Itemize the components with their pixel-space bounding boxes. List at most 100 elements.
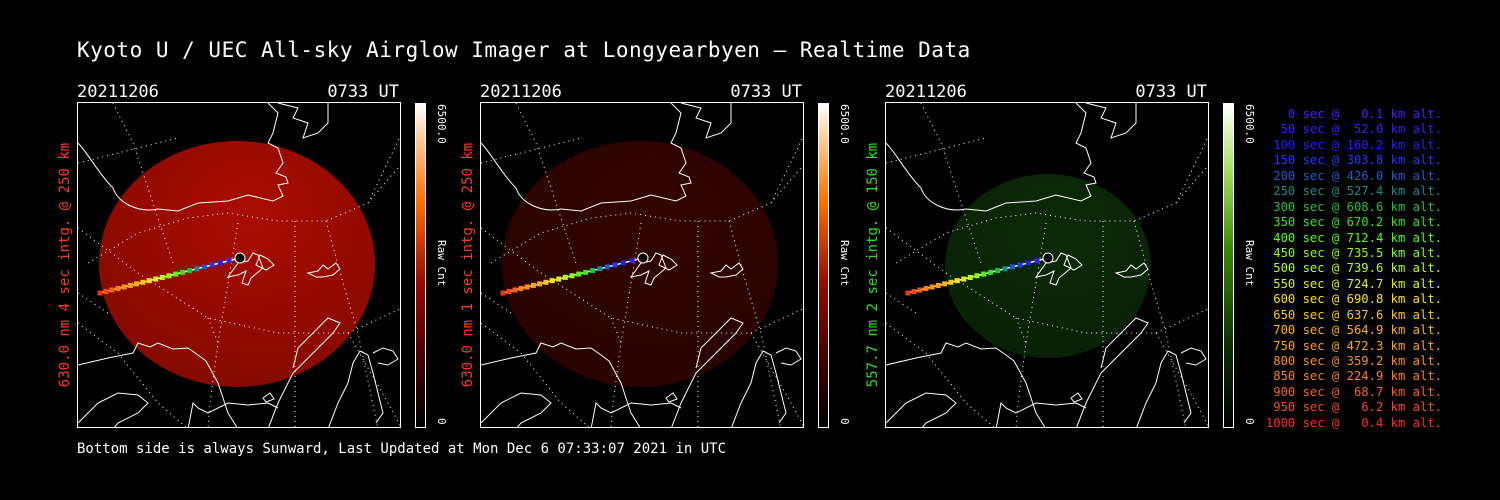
legend-entry: 250 sec @ 527.4 km alt. <box>1273 184 1442 199</box>
legend-entry: 950 sec @ 6.2 km alt. <box>1273 400 1442 415</box>
trajectory-point <box>1017 262 1023 268</box>
trajectory-point <box>121 284 127 290</box>
allsky-image-plot <box>480 102 804 428</box>
latlon-grid-line <box>78 137 179 164</box>
trajectory-point <box>612 262 618 268</box>
legend-entry: 600 sec @ 690.8 km alt. <box>1273 292 1442 307</box>
allsky-map <box>78 103 400 427</box>
coastline <box>1085 103 1137 139</box>
trajectory-point <box>109 287 115 293</box>
coastline <box>306 262 341 278</box>
trajectory-point <box>974 273 980 279</box>
trajectory-point <box>569 273 575 279</box>
latlon-grid-line <box>886 292 917 314</box>
latlon-grid-line <box>1175 135 1208 204</box>
colorbar <box>818 103 829 428</box>
trajectory-point <box>995 268 1001 274</box>
coastline <box>78 392 149 427</box>
coastline <box>886 103 1097 212</box>
trajectory-point <box>201 264 207 270</box>
colorbar <box>415 103 426 428</box>
coastline <box>1114 262 1149 278</box>
coastline <box>995 401 1087 427</box>
legend-entry: 150 sec @ 303.8 km alt. <box>1273 153 1442 168</box>
trajectory-point <box>981 271 987 277</box>
legend-entry: 500 sec @ 739.6 km alt. <box>1273 261 1442 276</box>
latlon-grid-line <box>481 292 512 314</box>
colorbar-min-label: 0 <box>1243 418 1256 425</box>
trajectory-point <box>967 274 973 280</box>
coastline <box>590 401 682 427</box>
trajectory-point <box>923 285 929 291</box>
trajectory-point <box>500 290 506 296</box>
trajectory-point <box>115 285 121 291</box>
coastline <box>886 342 1046 427</box>
trajectory-point <box>583 269 589 275</box>
coastline <box>262 392 275 403</box>
colorbar <box>1223 103 1234 428</box>
trajectory-point <box>942 281 948 287</box>
last-updated-footer: Bottom side is always Sunward, Last Upda… <box>77 441 727 457</box>
coastline <box>481 342 641 427</box>
latlon-grid-line <box>347 332 400 427</box>
trajectory-point <box>620 260 626 266</box>
legend-entry: 650 sec @ 637.6 km alt. <box>1273 307 1442 322</box>
trajectory-point <box>576 271 582 277</box>
trajectory-point <box>935 282 941 288</box>
latlon-grid-line <box>78 292 109 314</box>
panel-side-label: 557.7 nm 2 sec intg. @ 150 km <box>865 142 881 388</box>
allsky-map <box>886 103 1208 427</box>
coastline <box>775 347 802 366</box>
latlon-grid-line <box>1133 220 1187 427</box>
latlon-grid-line <box>895 164 1208 264</box>
latlon-grid-line <box>367 135 400 204</box>
trajectory-point <box>543 279 549 285</box>
panel-side-label: 630.0 nm 4 sec intg. @ 250 km <box>57 142 73 388</box>
coastline <box>709 262 744 278</box>
station-marker-icon <box>1042 252 1054 264</box>
colorbar-min-label: 0 <box>838 418 851 425</box>
coastline <box>1180 347 1207 366</box>
colorbar-max-label: 6500.0 <box>838 104 851 144</box>
trajectory-point <box>194 266 200 272</box>
coastline <box>886 392 957 427</box>
colorbar-min-label: 0 <box>435 418 448 425</box>
trajectory-point <box>226 258 232 264</box>
trajectory-point <box>556 276 562 282</box>
trajectory-point <box>537 281 543 287</box>
latlon-grid-line <box>728 220 782 427</box>
station-marker-icon <box>234 252 246 264</box>
trajectory-point <box>1009 264 1015 270</box>
trajectory-point <box>140 279 146 285</box>
latlon-grid-line <box>770 135 803 204</box>
trajectory-point <box>905 290 911 296</box>
coastline <box>372 347 399 366</box>
trajectory-legend: 0 sec @ 0.1 km alt. 50 sec @ 52.0 km alt.… <box>1262 107 1442 431</box>
trajectory-point <box>948 279 954 285</box>
trajectory-point <box>217 260 223 266</box>
trajectory-point <box>97 290 103 296</box>
trajectory-point <box>911 289 917 295</box>
allsky-image-plot <box>885 102 1209 428</box>
coastline <box>731 350 787 427</box>
coastline <box>671 317 744 427</box>
legend-entry: 450 sec @ 735.5 km alt. <box>1273 245 1442 260</box>
coastline <box>1136 350 1192 427</box>
latlon-grid-line <box>1155 332 1208 427</box>
trajectory-point <box>562 274 568 280</box>
trajectory-point <box>629 258 635 264</box>
trajectory-point <box>524 284 530 290</box>
trajectory-point <box>166 273 172 279</box>
trajectory-point <box>209 262 215 268</box>
trajectory-point <box>917 287 923 293</box>
latlon-grid-line <box>886 137 987 164</box>
trajectory-point <box>127 282 133 288</box>
trajectory-point <box>180 269 186 275</box>
colorbar-max-label: 6500.0 <box>435 104 448 144</box>
coastline <box>1070 392 1083 403</box>
latlon-grid-line <box>481 137 582 164</box>
allsky-map <box>481 103 803 427</box>
coastline <box>1034 252 1072 286</box>
legend-entry: 550 sec @ 724.7 km alt. <box>1273 276 1442 291</box>
trajectory-point <box>549 278 555 284</box>
